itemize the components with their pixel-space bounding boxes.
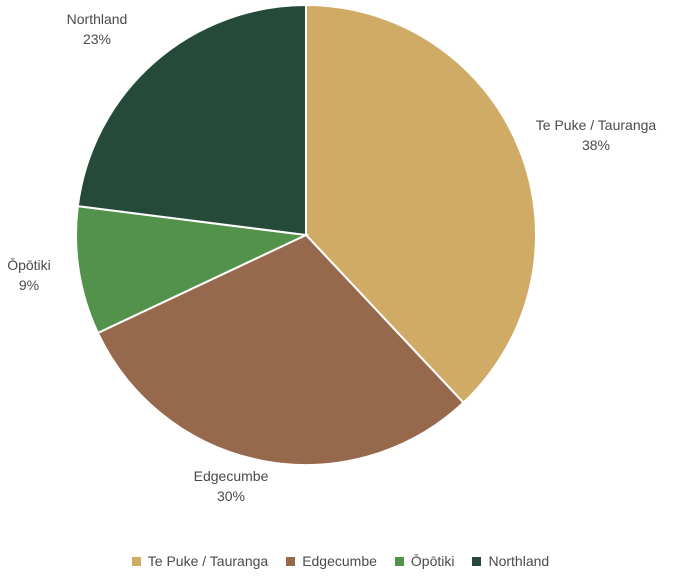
legend-label-opotiki: Ōpōtiki	[410, 553, 455, 569]
legend-label-northland: Northland	[488, 553, 550, 569]
legend-label-te-puke-tauranga: Te Puke / Tauranga	[147, 553, 269, 569]
legend-swatch-te-puke-tauranga	[131, 556, 141, 566]
legend-swatch-opotiki	[394, 556, 404, 566]
slice-label-edgecumbe: Edgecumbe	[194, 468, 269, 484]
pie-slice-northland[interactable]	[76, 3, 307, 237]
slice-value-te-puke-tauranga: 38%	[582, 137, 610, 153]
pie-slice-edgecumbe[interactable]	[96, 233, 465, 466]
legend-item-opotiki[interactable]: Ōpōtiki	[394, 553, 455, 569]
legend-item-edgecumbe[interactable]: Edgecumbe	[286, 553, 377, 569]
pie-slices	[75, 3, 537, 466]
legend-item-northland[interactable]: Northland	[472, 553, 549, 569]
pie-slice-te-puke-tauranga[interactable]	[305, 3, 537, 405]
slice-label-p-tiki: Ōpōtiki	[7, 257, 51, 273]
slice-label-te-puke-tauranga: Te Puke / Tauranga	[536, 117, 657, 133]
slice-value-northland: 23%	[83, 31, 111, 47]
slice-value-edgecumbe: 30%	[217, 488, 245, 504]
slice-value-p-tiki: 9%	[19, 277, 39, 293]
legend-swatch-northland	[472, 556, 482, 566]
legend-swatch-edgecumbe	[286, 556, 296, 566]
pie-labels: Te Puke / Tauranga 38% Edgecumbe 30% Ōpōtiki…	[7, 11, 656, 504]
legend-label-edgecumbe: Edgecumbe	[302, 553, 377, 569]
chart-legend: Te Puke / Tauranga Edgecumbe Ōpōtiki Nor…	[0, 551, 681, 571]
slice-label-northland: Northland	[67, 11, 128, 27]
pie-slice-p-tiki[interactable]	[75, 205, 310, 335]
legend-item-te-puke-tauranga[interactable]: Te Puke / Tauranga	[131, 553, 269, 569]
